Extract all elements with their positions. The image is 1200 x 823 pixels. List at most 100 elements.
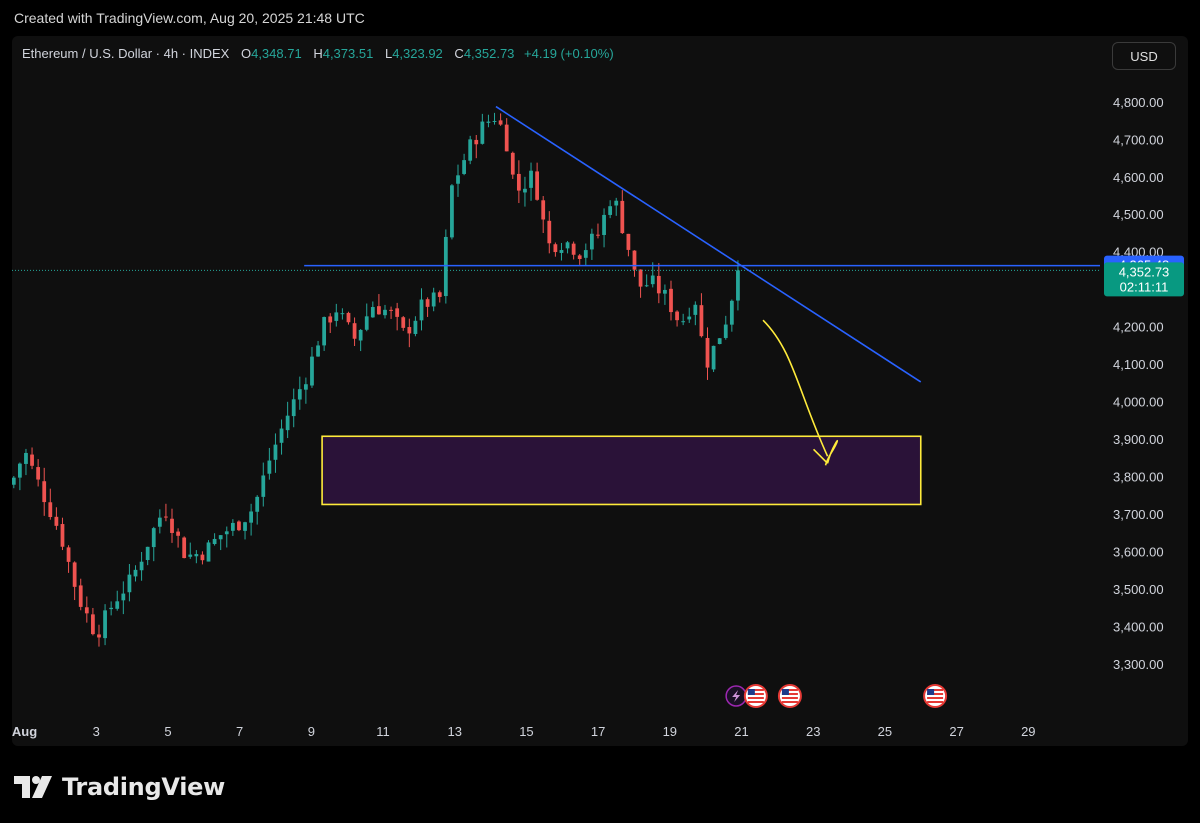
candle-body bbox=[121, 593, 126, 601]
target-zone bbox=[321, 435, 922, 506]
candle-body bbox=[492, 120, 497, 122]
candle-body bbox=[729, 300, 734, 325]
candle-body bbox=[97, 634, 101, 638]
top-bar: Created with TradingView.com, Aug 20, 20… bbox=[0, 0, 1200, 36]
candle-body bbox=[133, 569, 138, 577]
candle-body bbox=[48, 502, 53, 518]
candle-body bbox=[620, 200, 625, 234]
candle-body bbox=[681, 321, 686, 323]
candle-body bbox=[151, 528, 156, 548]
candle-body bbox=[675, 311, 679, 321]
x-tick-label: 21 bbox=[734, 724, 748, 739]
candle-body bbox=[486, 121, 491, 123]
x-tick-label: 29 bbox=[1021, 724, 1035, 739]
y-tick-label: 3,900.00 bbox=[1113, 432, 1164, 447]
y-tick-label: 3,600.00 bbox=[1113, 544, 1164, 559]
high-value: 4,373.51 bbox=[322, 46, 374, 61]
x-tick-label: 25 bbox=[878, 724, 892, 739]
candle-body bbox=[498, 120, 503, 125]
y-tick-label: 3,500.00 bbox=[1113, 582, 1164, 597]
ohlc-legend: Ethereum / U.S. Dollar · 4h · INDEX O4,3… bbox=[22, 46, 614, 61]
candle-body bbox=[164, 516, 168, 518]
candle-body bbox=[407, 327, 412, 334]
chart-panel[interactable]: 3,300.00 3,400.00 3,500.00 3,600.00 3,700.00… bbox=[12, 36, 1188, 746]
candle-body bbox=[571, 243, 576, 255]
candle-body bbox=[711, 345, 716, 370]
candle-body bbox=[687, 316, 692, 320]
candle-body bbox=[66, 547, 71, 562]
arrow-curve bbox=[762, 319, 829, 457]
flag-stripe bbox=[927, 689, 944, 691]
candle-body bbox=[401, 317, 406, 328]
candle-body bbox=[176, 531, 180, 536]
candle-body bbox=[170, 518, 174, 533]
candle-body bbox=[577, 255, 582, 260]
currency-button[interactable]: USD bbox=[1112, 42, 1176, 70]
flag-stripe bbox=[927, 701, 944, 703]
candle-body bbox=[230, 522, 235, 531]
tradingview-logo[interactable]: TradingView bbox=[14, 770, 225, 804]
y-tick-label: 4,500.00 bbox=[1113, 207, 1164, 222]
candle-body bbox=[443, 236, 448, 297]
flag-stripe bbox=[781, 689, 798, 691]
y-tick-label: 3,800.00 bbox=[1113, 469, 1164, 484]
candle-body bbox=[285, 415, 290, 431]
candle-body bbox=[346, 312, 351, 323]
flag-canton bbox=[927, 689, 935, 695]
candle-body bbox=[468, 139, 473, 161]
y-tick-label: 3,400.00 bbox=[1113, 619, 1164, 634]
candle-body bbox=[450, 185, 454, 238]
candle-body bbox=[395, 308, 400, 317]
price-label-countdown: 02:11:11 bbox=[1120, 279, 1169, 294]
y-tick-label: 4,800.00 bbox=[1113, 95, 1164, 110]
candle-body bbox=[413, 320, 418, 334]
candle-body bbox=[243, 522, 247, 531]
candle-body bbox=[377, 306, 381, 315]
candle-body bbox=[42, 481, 47, 503]
candle-body bbox=[644, 285, 649, 287]
x-tick-label: 13 bbox=[447, 724, 461, 739]
candle-body bbox=[182, 537, 187, 559]
arrow-head bbox=[812, 439, 839, 466]
us-flag-icon bbox=[777, 684, 802, 708]
candle-body bbox=[437, 292, 442, 297]
candle-body bbox=[237, 521, 241, 531]
candle-body bbox=[383, 309, 387, 316]
open-label: O bbox=[240, 46, 252, 61]
candle-body bbox=[547, 220, 552, 244]
low-label: L bbox=[384, 46, 393, 61]
candle-body bbox=[663, 289, 667, 294]
flag-canton bbox=[747, 689, 755, 695]
flag-stripe bbox=[927, 697, 944, 699]
us-flag-icon bbox=[923, 684, 948, 708]
candle-body bbox=[462, 160, 466, 174]
candle-body bbox=[218, 535, 223, 540]
candle-body bbox=[535, 171, 540, 200]
x-tick-label: 11 bbox=[376, 724, 390, 739]
candle-body bbox=[650, 275, 655, 285]
candle-body bbox=[291, 399, 296, 417]
candle-body bbox=[84, 607, 89, 614]
close-label: C bbox=[454, 46, 464, 61]
candle-body bbox=[736, 270, 740, 301]
candle-body bbox=[717, 338, 722, 345]
x-tick-label: 7 bbox=[236, 724, 243, 739]
x-tick-label: 17 bbox=[591, 724, 605, 739]
candle-body bbox=[30, 454, 34, 466]
candle-body bbox=[656, 275, 661, 294]
tradingview-brand: TradingView bbox=[62, 773, 225, 801]
us-flag-icon bbox=[743, 684, 768, 708]
candle-body bbox=[602, 214, 606, 235]
candle-body bbox=[188, 554, 193, 557]
close-value: 4,352.73 bbox=[463, 46, 515, 61]
candle-body bbox=[103, 610, 107, 639]
candle-body bbox=[559, 250, 564, 253]
x-tick-label: 9 bbox=[308, 724, 315, 739]
candle-body bbox=[249, 511, 254, 523]
candle-body bbox=[419, 299, 424, 321]
candle-body bbox=[565, 242, 570, 249]
candle-body bbox=[626, 233, 631, 250]
x-tick-label: 5 bbox=[164, 724, 171, 739]
price-chart[interactable]: 3,300.00 3,400.00 3,500.00 3,600.00 3,700.00… bbox=[12, 36, 1188, 746]
candle-body bbox=[60, 524, 65, 547]
